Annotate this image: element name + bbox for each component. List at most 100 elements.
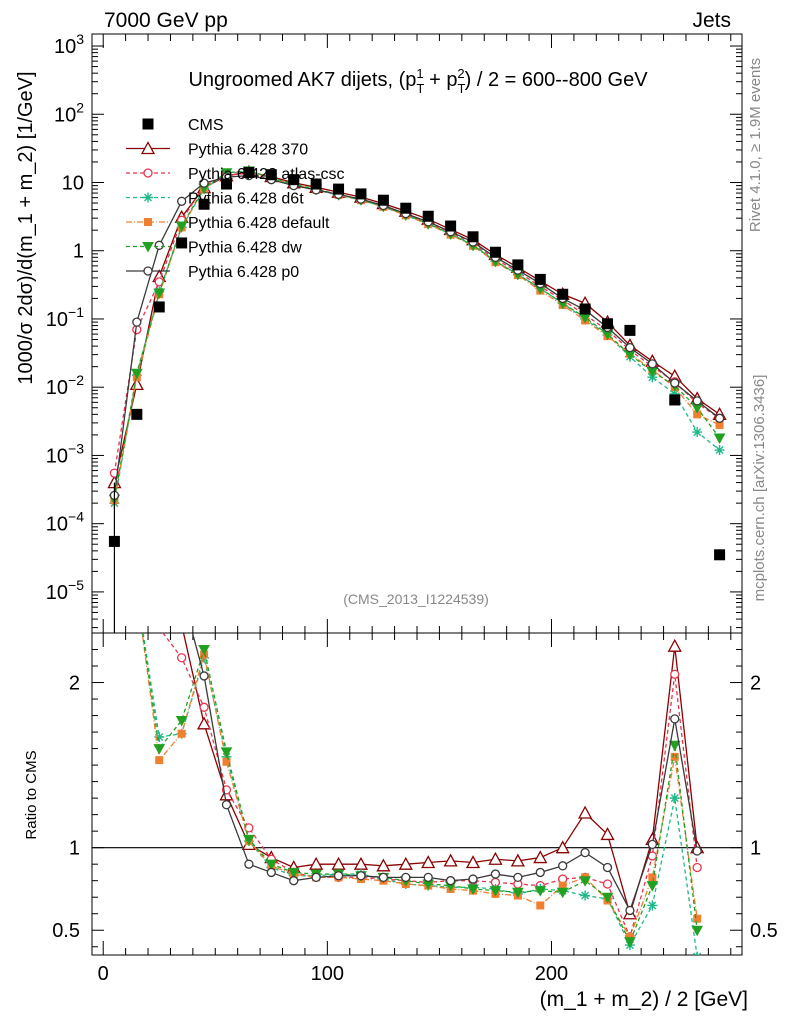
y-tick-label: 10−5 (46, 577, 84, 604)
ratio-point-pythia-6-428-370 (131, 587, 143, 598)
x-tick-label: 200 (535, 963, 568, 985)
cms-data-point (310, 178, 322, 190)
legend-marker (142, 242, 154, 253)
series-point-pythia-6-428-dw (175, 221, 188, 233)
cms-data-point (445, 220, 457, 232)
ratio-point-pythia-6-428-370 (465, 855, 481, 869)
cms-data-point (579, 303, 591, 315)
ratio-point-pythia-6-428-p0 (155, 589, 163, 597)
cms-data-point (333, 183, 345, 195)
ratio-point-pythia-6-428-p0 (670, 714, 680, 724)
ratio-point-pythia-6-428-dw (579, 876, 591, 887)
legend-label: CMS (188, 117, 224, 134)
series-point-pythia-6-428-d6t (692, 427, 703, 438)
y-axis-label: 1000/σ 2dσ)/d(m_1 + m_2) [1/GeV] (15, 71, 37, 384)
legend-label: Pythia 6.428 dw (188, 240, 302, 257)
series-point-pythia-6-428-p0 (132, 317, 142, 327)
ratio-point-pythia-6-428-dw (534, 886, 547, 897)
legend-label: Pythia 6.428 p0 (188, 264, 299, 281)
legend-marker (144, 218, 152, 226)
ratio-tick-label-right: 2 (750, 673, 761, 695)
ratio-point-pythia-6-428-370 (600, 827, 615, 841)
ratio-point-pythia-6-428-p0 (490, 869, 501, 879)
ratio-point-pythia-6-428-p0 (378, 872, 389, 883)
ratio-point-pythia-6-428-d6t (647, 900, 658, 911)
series-point-pythia-6-428-dw (713, 433, 726, 445)
cms-data-point (489, 246, 501, 258)
mcplots-label: mcplots.cern.ch [arXiv:1306.3436] (751, 375, 768, 602)
ratio-point-pythia-6-428-d6t (580, 890, 591, 901)
ratio-point-pythia-6-428-dw (556, 887, 569, 899)
ratio-point-pythia-6-428-default (625, 932, 634, 941)
y-tick-label: 10−1 (46, 304, 84, 331)
ratio-point-pythia-6-428-default (177, 729, 186, 738)
ratio-point-pythia-6-428-default (133, 589, 141, 597)
ratio-point-pythia-6-428-370 (196, 716, 212, 730)
series-point-pythia-6-428-p0 (199, 178, 209, 188)
series-point-pythia-6-428-dw (153, 288, 166, 300)
cms-data-point (557, 288, 569, 300)
cms-data-point (288, 174, 300, 186)
series-point-pythia-6-428-d6t (669, 388, 680, 399)
legend-entry: Pythia 6.428 p0 (126, 264, 299, 281)
legend-label: Pythia 6.428 370 (188, 142, 308, 159)
y-tick-label: 102 (54, 99, 84, 126)
cms-data-point (602, 318, 614, 330)
legend-entry: Pythia 6.428 atlas-csc (126, 166, 345, 183)
ratio-point-pythia-6-428-atlas-csc (602, 879, 613, 889)
cms-data-point (355, 188, 367, 200)
ratio-point-pythia-6-428-dw (646, 881, 659, 892)
ratio-point-pythia-6-428-dw (132, 589, 142, 598)
header-right: Jets (692, 9, 731, 32)
legend-marker (142, 118, 154, 130)
ratio-point-pythia-6-428-p0 (692, 846, 702, 856)
ratio-point-pythia-6-428-atlas-csc (692, 862, 702, 873)
y-tick-label: 1 (73, 241, 84, 263)
ratio-point-pythia-6-428-default (670, 752, 679, 761)
x-tick-label: 0 (98, 963, 109, 985)
ratio-point-pythia-6-428-dw (467, 884, 479, 895)
ratio-point-pythia-6-428-p0 (513, 872, 523, 883)
ratio-line-pythia-6-428-default (141, 633, 698, 939)
ratio-point-pythia-6-428-dw (287, 867, 300, 879)
legend-label: Pythia 6.428 d6t (188, 191, 304, 208)
legend-entry: Pythia 6.428 dw (126, 240, 302, 257)
series-line-pythia-6-428-370 (113, 171, 720, 483)
series-point-pythia-6-428-p0 (647, 359, 657, 369)
cms-data-point (377, 194, 389, 206)
legend-label: Pythia 6.428 atlas-csc (188, 166, 345, 183)
ratio-series-pythia-6-428-dw (132, 589, 704, 948)
ratio-tick-label: 0.5 (52, 920, 80, 942)
series-line-pythia-6-428-default (113, 170, 720, 501)
ratio-point-pythia-6-428-dw (489, 886, 502, 897)
ratio-point-pythia-6-428-dw (198, 645, 210, 656)
legend-marker (143, 266, 153, 276)
cms-data-point (669, 394, 681, 406)
ratio-point-pythia-6-428-p0 (625, 905, 635, 916)
y-tick-label: 10 (62, 172, 84, 194)
legend: CMS Pythia 6.428 370 Pythia 6.428 atlas-cs… (126, 117, 345, 281)
series-point-pythia-6-428-default (693, 410, 702, 419)
x-tick-label: 100 (311, 963, 344, 985)
legend-marker (143, 192, 153, 203)
ratio-point-pythia-6-428-default (536, 901, 545, 910)
x-axis-label: (m_1 + m_2) / 2 [GeV] (540, 988, 748, 1011)
ratio-series-pythia-6-428-d6t (132, 588, 702, 955)
cms-data-point (400, 202, 412, 214)
ratio-point-pythia-6-428-p0 (221, 800, 232, 810)
series-cms-data (108, 167, 726, 633)
legend-marker (140, 141, 156, 155)
cms-data-point (243, 167, 255, 179)
series-point-pythia-6-428-p0 (625, 342, 635, 353)
ratio-point-pythia-6-428-atlas-csc (670, 669, 680, 679)
ratio-point-pythia-6-428-d6t (132, 588, 142, 598)
ratio-point-pythia-6-428-370 (153, 587, 165, 598)
ratio-point-pythia-6-428-p0 (558, 861, 568, 871)
ratio-point-pythia-6-428-atlas-csc (177, 653, 187, 663)
ratio-point-pythia-6-428-p0 (445, 876, 456, 886)
ratio-point-pythia-6-428-370 (555, 840, 570, 854)
y-tick-label: 10−2 (46, 372, 84, 399)
ratio-y-axis-label: Ratio to CMS (23, 750, 40, 839)
ratio-point-pythia-6-428-370 (176, 619, 188, 630)
